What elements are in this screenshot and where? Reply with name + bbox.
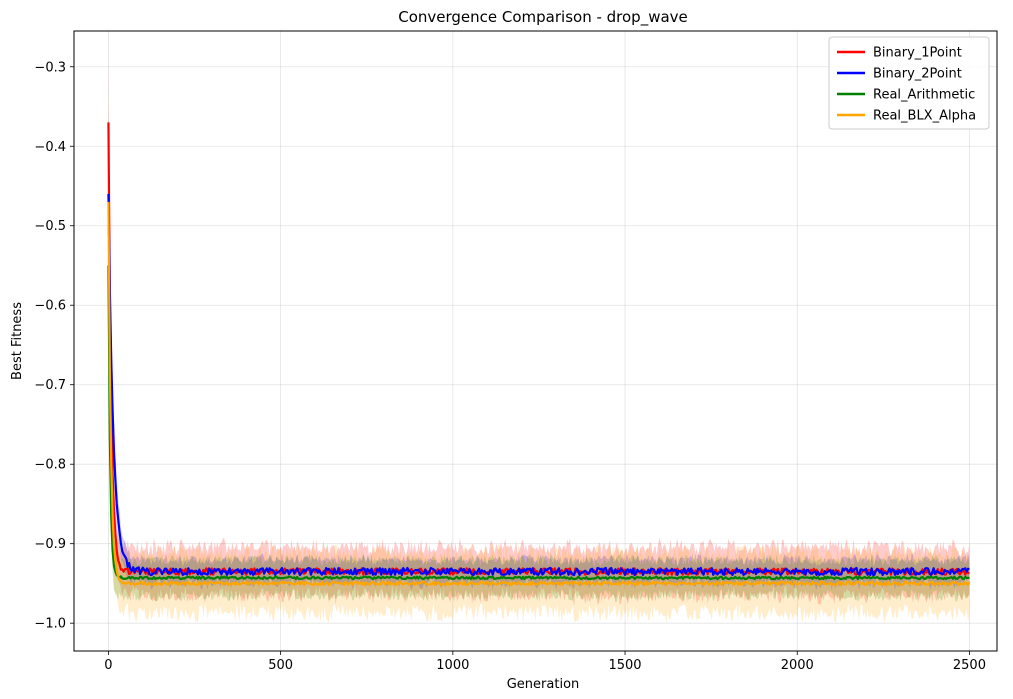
ticks: 0 500 1000 1500 2000 2500 −1.0 −0.9 −0.8 −0.7 −0.6…: [34, 60, 986, 673]
x-axis-label: Generation: [507, 677, 580, 692]
std-band-2: [108, 180, 970, 603]
x-tick-label: 1500: [608, 658, 641, 673]
y-tick-label: −0.3: [34, 60, 66, 75]
y-tick-label: −0.4: [34, 140, 66, 155]
x-tick-label: 2500: [953, 658, 986, 673]
legend: Binary_1Point Binary_2Point Real_Arithmeti…: [828, 36, 990, 130]
x-tick-label: 2000: [781, 658, 814, 673]
y-axis-label: Best Fitness: [10, 302, 25, 380]
series-line-3: [107, 201, 971, 587]
x-tick-label: 500: [268, 658, 293, 673]
chart-title: Convergence Comparison - drop_wave: [398, 8, 688, 27]
series-lines: [107, 122, 971, 587]
series-line-2: [107, 265, 970, 581]
x-tick-label: 1000: [436, 658, 469, 673]
y-tick-label: −0.5: [34, 219, 66, 234]
y-tick-label: −0.6: [34, 299, 66, 314]
y-tick-label: −0.8: [34, 458, 66, 473]
std-band-0: [108, 58, 970, 606]
y-tick-label: −0.9: [34, 537, 66, 552]
legend-box: [828, 36, 990, 130]
plot-frame: [73, 30, 998, 652]
legend-entry: Real_BLX_Alpha: [873, 109, 976, 124]
y-tick-label: −0.7: [34, 378, 66, 393]
legend-entry: Binary_1Point: [873, 46, 962, 61]
y-tick-label: −1.0: [34, 617, 66, 632]
series-line-1: [107, 193, 970, 577]
legend-entry: Binary_2Point: [873, 67, 962, 82]
x-tick-label: 0: [104, 658, 112, 673]
legend-entry: Real_Arithmetic: [873, 88, 975, 103]
grid: [74, 31, 997, 651]
